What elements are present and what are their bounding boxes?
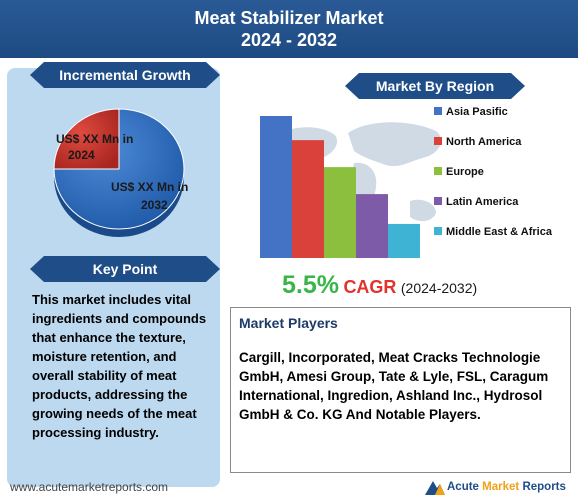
cagr-line: 5.5% CAGR (2024-2032) bbox=[282, 271, 542, 300]
brand-part1: Acute bbox=[447, 481, 479, 493]
pie-svg: US$ XX Mn in 2024 US$ XX Mn in 2032 bbox=[53, 108, 192, 237]
market-players-text: Cargill, Incorporated, Meat Cracks Techn… bbox=[239, 350, 549, 422]
bar-north-america bbox=[292, 140, 324, 258]
brand-part2: Market bbox=[482, 481, 520, 493]
legend-swatch bbox=[434, 197, 442, 205]
cagr-period: (2024-2032) bbox=[400, 280, 478, 296]
svg-text:US$ XX Mn in 2032: US$ XX Mn in 2032 bbox=[111, 180, 192, 212]
legend-label: Asia Pasific bbox=[446, 106, 508, 118]
pie-label-2032-line1: US$ XX Mn in bbox=[111, 180, 188, 194]
pie-label-2024-line2: 2024 bbox=[68, 148, 95, 162]
footer-url[interactable]: www.acutemarketreports.com bbox=[10, 480, 169, 494]
pie-label-2024-line1: US$ XX Mn in bbox=[56, 132, 133, 146]
market-by-region-heading: Market By Region bbox=[375, 78, 495, 94]
market-players-heading: Market Players bbox=[239, 315, 338, 331]
brand-logo: Acute Market Reports bbox=[425, 478, 575, 496]
logo-icon bbox=[425, 481, 445, 495]
bar-asia-pasific bbox=[260, 116, 292, 258]
legend-swatch bbox=[434, 167, 442, 175]
incremental-growth-ribbon: Incremental Growth bbox=[30, 62, 220, 88]
incremental-growth-heading: Incremental Growth bbox=[59, 67, 191, 83]
legend-swatch bbox=[434, 227, 442, 235]
legend-label: North America bbox=[446, 136, 522, 148]
cagr-label: CAGR bbox=[343, 277, 397, 297]
bar-europe bbox=[324, 167, 356, 258]
pie-chart: US$ XX Mn in 2024 US$ XX Mn in 2032 bbox=[16, 95, 210, 247]
bar-latin-america bbox=[356, 194, 388, 258]
pie-label-2032-line2: 2032 bbox=[141, 198, 168, 212]
market-by-region-ribbon: Market By Region bbox=[345, 73, 525, 99]
legend-swatch bbox=[434, 107, 442, 115]
title-banner: Meat Stabilizer Market 2024 - 2032 bbox=[0, 0, 578, 58]
pie-slice-2032 bbox=[53, 108, 185, 230]
bar-middle-east-africa bbox=[388, 223, 420, 258]
key-point-text: This market includes vital ingredients a… bbox=[32, 292, 207, 440]
legend-label: Latin America bbox=[446, 196, 519, 208]
brand-part3: Reports bbox=[522, 481, 566, 493]
brand-name: Acute Market Reports bbox=[447, 481, 566, 493]
region-bar-chart: Asia Pasific North America Europe Latin Ame… bbox=[260, 106, 553, 258]
key-point-ribbon: Key Point bbox=[30, 256, 220, 282]
legend-label: Middle East & Africa bbox=[446, 226, 553, 238]
market-players-box: Market Players Cargill, Incorporated, Me… bbox=[230, 307, 571, 473]
cagr-value: 5.5% bbox=[282, 271, 339, 299]
page-title: Meat Stabilizer Market bbox=[194, 8, 384, 28]
key-point-heading: Key Point bbox=[92, 261, 158, 277]
legend-swatch bbox=[434, 137, 442, 145]
legend-label: Europe bbox=[446, 166, 484, 178]
pie-slice-2024 bbox=[53, 108, 120, 170]
svg-text:US$ XX Mn in 2024: US$ XX Mn in 2024 bbox=[56, 132, 137, 162]
page-subtitle: 2024 - 2032 bbox=[240, 30, 338, 50]
